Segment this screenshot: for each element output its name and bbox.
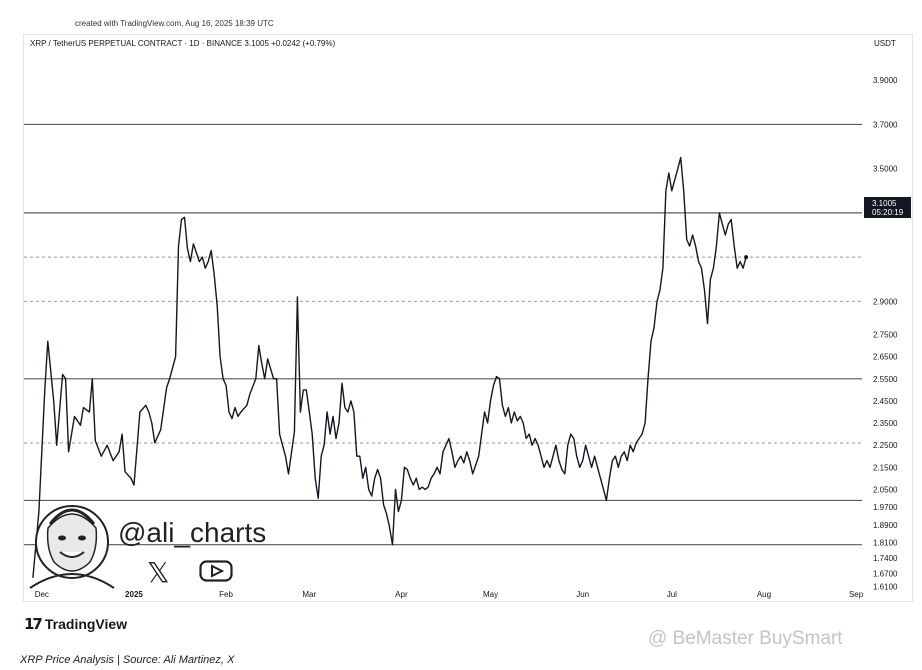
y-tick-label: 2.6500 xyxy=(873,353,898,362)
last-price-point[interactable] xyxy=(744,255,749,260)
x-tick-label: May xyxy=(483,590,498,599)
x-tick-label: Mar xyxy=(302,590,316,599)
author-handle: @ali_charts xyxy=(118,517,267,548)
created-line: created with TradingView.com, Aug 16, 20… xyxy=(75,19,274,28)
bar-countdown: 05:20:19 xyxy=(872,208,904,217)
levels-layer xyxy=(24,123,862,546)
x-tick-label: Jul xyxy=(667,590,677,599)
tradingview-logo: 17 TradingView xyxy=(24,615,127,633)
y-tick-label: 2.5500 xyxy=(873,375,898,384)
price-line-series-0[interactable] xyxy=(32,156,747,578)
y-tick-label: 2.2500 xyxy=(873,441,898,450)
y-tick-label: 2.7500 xyxy=(873,331,898,340)
y-tick-label: 3.7000 xyxy=(873,120,898,129)
y-tick-label: 1.9700 xyxy=(873,503,898,512)
symbol-header: XRP / TetherUS PERPETUAL CONTRACT · 1D ·… xyxy=(30,39,336,48)
x-tick-label: Aug xyxy=(757,590,771,599)
y-tick-label: 1.6700 xyxy=(873,569,898,578)
x-tick-label: Apr xyxy=(395,590,408,599)
y-tick-label: 2.3500 xyxy=(873,419,898,428)
tradingview-mark-icon: 17 xyxy=(24,615,43,633)
y-tick-label: 1.8900 xyxy=(873,521,898,530)
y-tick-label: 1.8100 xyxy=(873,538,898,547)
y-tick-label: 3.5000 xyxy=(873,165,898,174)
tradingview-wordmark: TradingView xyxy=(44,616,128,632)
x-tick-label: Feb xyxy=(219,590,233,599)
chart-panel xyxy=(23,34,913,602)
x-tick-label: Dec xyxy=(35,590,49,599)
x-tick-label: Sep xyxy=(849,590,864,599)
y-axis: 3.90003.70003.50003.30002.90002.75002.65… xyxy=(873,76,898,592)
avatar xyxy=(29,505,115,589)
x-axis: Dec 2025 Feb Mar Apr May Jun Jul Aug Sep xyxy=(35,590,864,599)
y-tick-label: 2.9000 xyxy=(873,297,898,306)
y-tick-label: 1.7400 xyxy=(873,554,898,563)
y-tick-label: 2.1500 xyxy=(873,463,898,472)
y-tick-label: 2.4500 xyxy=(873,397,898,406)
watermark: @ BeMaster BuySmart xyxy=(648,628,843,649)
x-tick-label: Jun xyxy=(576,590,589,599)
last-price-value: 3.1005 xyxy=(872,199,897,208)
caption: XRP Price Analysis | Source: Ali Martine… xyxy=(20,654,235,666)
series-layer xyxy=(32,156,749,578)
currency-label: USDT xyxy=(874,39,896,48)
y-tick-label: 1.6100 xyxy=(873,583,898,592)
y-tick-label: 2.0500 xyxy=(873,485,898,494)
x-tick-label: 2025 xyxy=(125,590,143,599)
y-tick-label: 3.9000 xyxy=(873,76,898,85)
last-price-label: 3.1005 05:20:19 xyxy=(864,197,911,218)
x-logo-icon[interactable]: 𝕏 xyxy=(147,556,170,589)
youtube-play-icon[interactable] xyxy=(199,560,233,582)
